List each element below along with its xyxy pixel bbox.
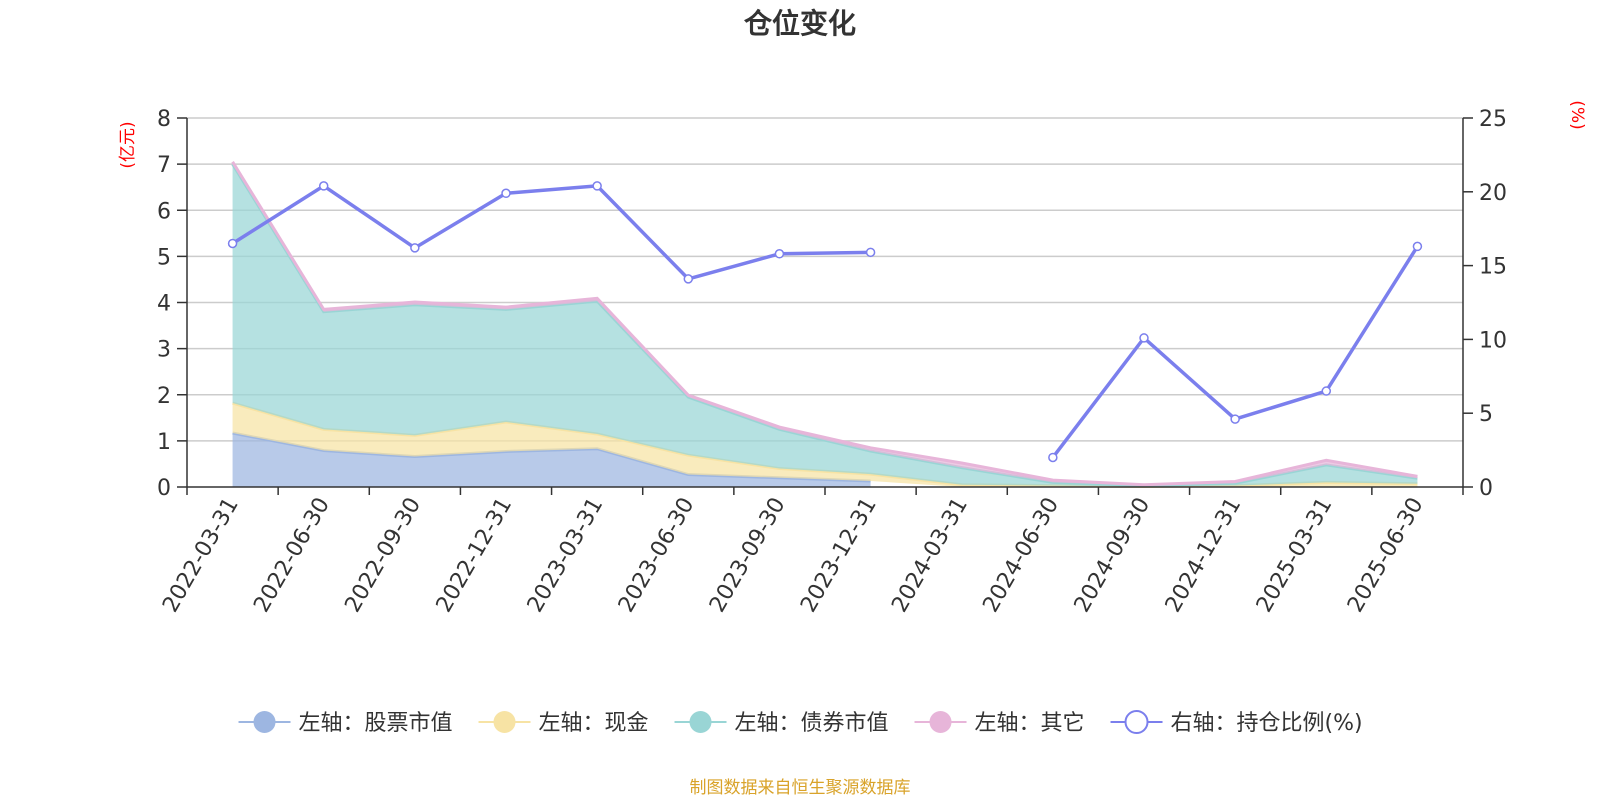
ratio-point	[1230, 414, 1240, 424]
left-tick-label: 4	[157, 292, 171, 317]
legend-item-1[interactable]: 左轴：现金	[478, 711, 649, 736]
x-tick-label: 2024-03-31	[887, 494, 973, 617]
left-tick-label: 8	[157, 107, 171, 132]
right-tick-label: 10	[1479, 328, 1507, 353]
stacked-areas	[231, 161, 1418, 489]
legend-label: 左轴：现金	[539, 711, 649, 736]
legend[interactable]: 左轴：股票市值 左轴：现金 左轴：债券市值 左轴：其它 右轴：持仓比例(%)	[238, 710, 1363, 736]
x-tick-label: 2023-06-30	[614, 494, 700, 617]
ratio-point	[318, 181, 329, 191]
x-tick-label: 2025-06-30	[1343, 494, 1429, 617]
x-tick-label: 2022-12-31	[432, 494, 518, 617]
legend-label: 左轴：债券市值	[735, 711, 889, 736]
ratio-point	[501, 188, 511, 199]
legend-marker	[689, 711, 712, 733]
legend-item-4[interactable]: 右轴：持仓比例(%)	[1110, 710, 1363, 736]
chart-title: 仓位变化	[744, 7, 856, 40]
right-tick-label: 5	[1479, 402, 1493, 427]
ratio-point	[1321, 386, 1332, 396]
ratio-point	[774, 249, 785, 259]
legend-item-0[interactable]: 左轴：股票市值	[238, 711, 453, 736]
ratio-line-segment-0	[231, 184, 871, 281]
x-tick-label: 2022-09-30	[340, 494, 426, 617]
legend-marker	[253, 711, 276, 733]
x-tick-label: 2024-12-31	[1161, 494, 1247, 617]
legend-label: 左轴：股票市值	[299, 711, 453, 736]
x-tick-label: 2022-03-31	[158, 494, 244, 617]
left-tick-label: 6	[157, 199, 171, 224]
ratio-point	[410, 243, 420, 253]
right-tick-label: 15	[1479, 255, 1507, 280]
right-axis-unit: (%)	[1567, 100, 1587, 129]
left-tick-label: 2	[157, 384, 171, 409]
left-tick-label: 7	[157, 153, 171, 178]
x-tick-label: 2024-09-30	[1070, 494, 1156, 617]
left-axis-unit: (亿元)	[118, 121, 138, 168]
right-tick-label: 20	[1479, 181, 1507, 206]
ratio-point	[683, 274, 694, 284]
area-fill-1	[232, 403, 1418, 487]
right-tick-label: 0	[1479, 476, 1493, 501]
x-tick-label: 2023-12-31	[796, 494, 882, 617]
left-tick-label: 5	[157, 245, 171, 270]
ratio-point	[1048, 452, 1058, 463]
area-fill-0	[232, 433, 871, 487]
data-source-note: 制图数据来自恒生聚源数据库	[690, 778, 911, 798]
left-tick-label: 1	[157, 430, 171, 455]
left-tick-label: 0	[157, 476, 171, 501]
ratio-line-segment-1	[1051, 245, 1419, 459]
legend-label: 左轴：其它	[975, 711, 1085, 736]
legend-marker	[929, 711, 952, 733]
x-tick-label: 2022-06-30	[249, 494, 335, 617]
x-tick-label: 2024-06-30	[978, 494, 1064, 617]
ratio-point	[1412, 241, 1423, 252]
legend-item-3[interactable]: 左轴：其它	[914, 711, 1085, 736]
area-edge-3	[231, 161, 1418, 487]
ratio-point	[592, 181, 602, 191]
area-fill-2	[232, 164, 1418, 487]
legend-marker	[493, 711, 516, 733]
left-tick-label: 3	[157, 338, 171, 363]
x-tick-label: 2025-03-31	[1252, 494, 1338, 617]
legend-item-2[interactable]: 左轴：债券市值	[674, 711, 889, 736]
x-tick-label: 2023-09-30	[705, 494, 791, 617]
ratio-point	[1139, 333, 1149, 343]
right-tick-label: 25	[1479, 107, 1507, 132]
ratio-line	[227, 181, 1423, 463]
x-tick-label: 2023-03-31	[523, 494, 609, 617]
ratio-point	[227, 238, 238, 249]
legend-marker	[1124, 710, 1149, 734]
legend-label: 右轴：持仓比例(%)	[1171, 711, 1363, 736]
ratio-point	[865, 247, 876, 258]
